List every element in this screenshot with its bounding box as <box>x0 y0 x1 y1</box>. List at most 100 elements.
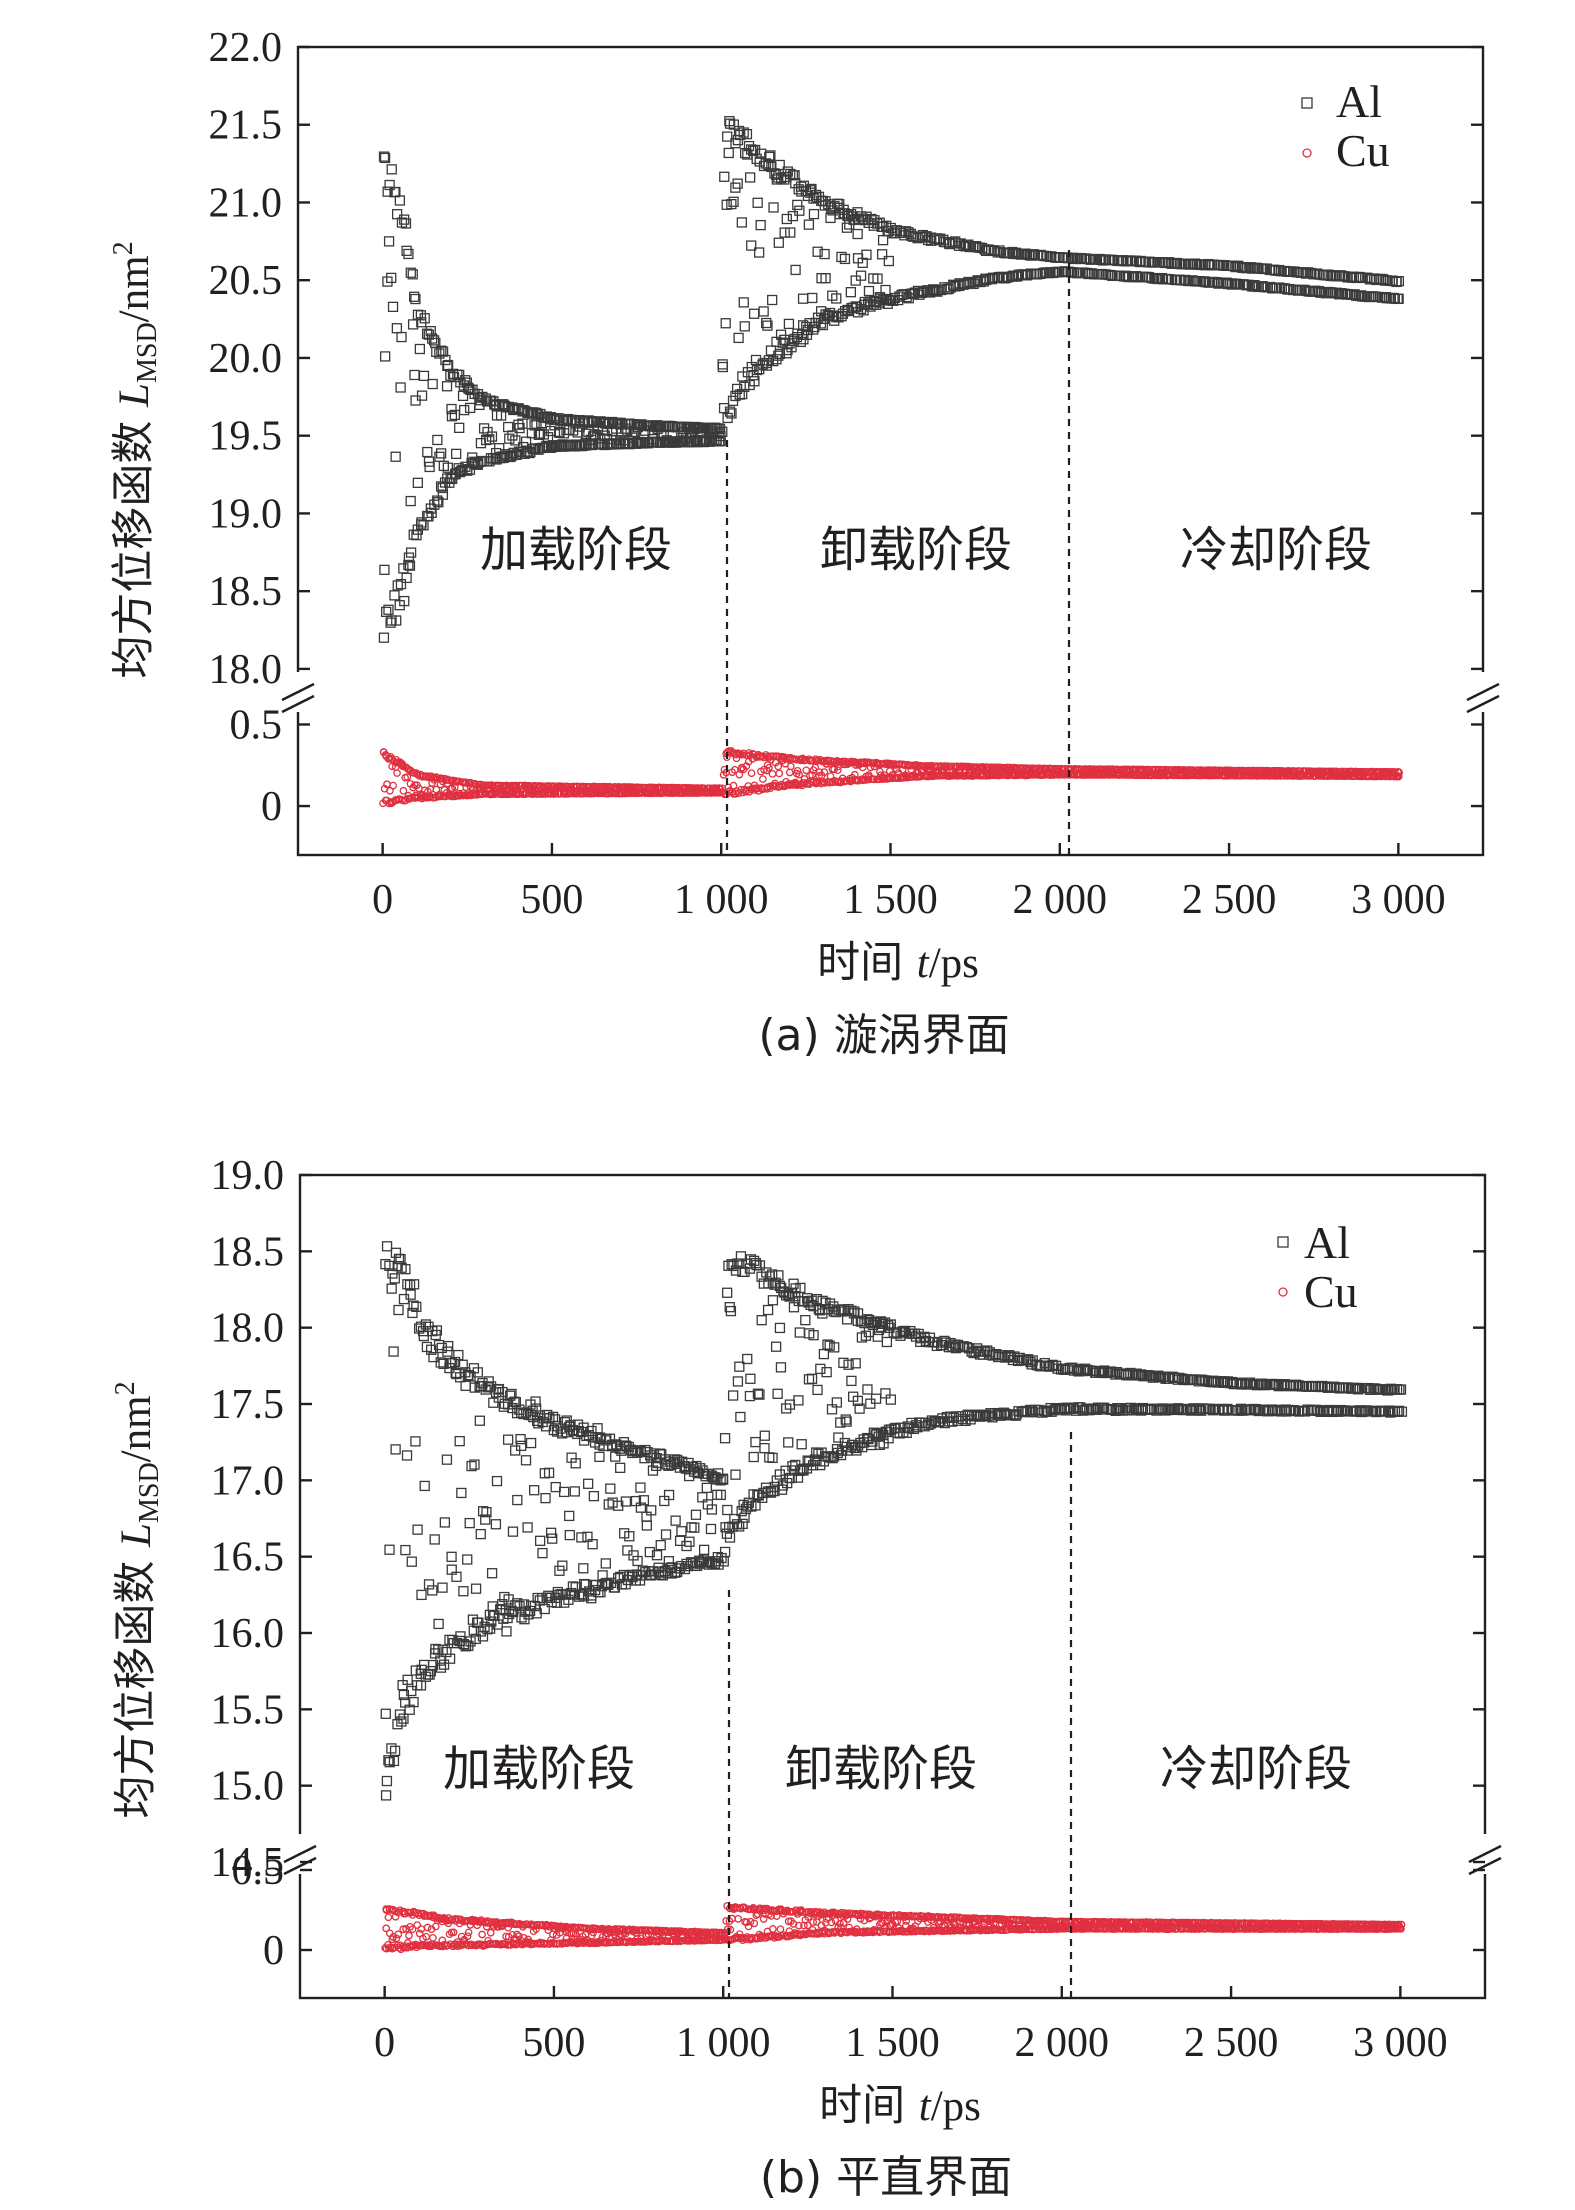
al-point <box>475 1528 486 1540</box>
al-point <box>883 255 894 267</box>
al-point <box>442 360 453 372</box>
al-point <box>719 1433 731 1444</box>
al-point <box>415 310 427 321</box>
al-point <box>464 402 476 414</box>
al-point <box>455 466 466 478</box>
al-point <box>655 1539 666 1551</box>
al-point <box>807 292 818 304</box>
al-point <box>1171 257 1183 269</box>
al-point <box>520 436 532 447</box>
al-point <box>808 324 819 335</box>
al-point <box>389 590 400 601</box>
al-point <box>564 1510 575 1522</box>
al-point <box>773 350 784 361</box>
al-point <box>491 1475 503 1487</box>
al-point <box>756 1315 767 1326</box>
al-point <box>652 423 663 435</box>
al-point <box>446 403 457 415</box>
al-point <box>381 1241 393 1252</box>
al-point <box>429 1534 440 1545</box>
al-point <box>759 1442 770 1454</box>
al-point <box>380 1790 392 1801</box>
al-point <box>1391 276 1402 288</box>
al-point <box>803 219 815 230</box>
al-point <box>382 186 393 197</box>
al-point <box>600 1558 611 1569</box>
al-point <box>454 369 465 381</box>
al-point <box>770 1341 782 1352</box>
al-point <box>550 1481 561 1493</box>
panel-a-plot-frame <box>296 45 1485 857</box>
al-point <box>383 604 394 615</box>
panel-b-cu-points <box>381 1902 1406 1954</box>
al-point <box>741 128 753 140</box>
al-point <box>882 298 893 309</box>
al-point <box>416 517 427 528</box>
al-point <box>1393 293 1404 305</box>
al-point <box>773 237 784 248</box>
al-point <box>437 1582 448 1593</box>
al-point <box>748 1451 759 1463</box>
al-point <box>781 213 792 225</box>
cu-point <box>765 763 773 772</box>
al-point <box>410 293 421 305</box>
al-point <box>724 118 736 129</box>
al-point <box>401 1450 413 1461</box>
y-tick-label: 21.0 <box>209 180 283 226</box>
al-point <box>794 1327 805 1338</box>
cu-point <box>759 775 767 783</box>
cu-point <box>747 769 756 778</box>
al-point <box>378 151 390 162</box>
al-point <box>393 1304 404 1316</box>
al-point <box>403 559 414 571</box>
cu-point <box>815 771 823 780</box>
al-point <box>660 1529 672 1540</box>
al-point <box>441 1454 453 1465</box>
cu-point <box>796 756 805 765</box>
al-point <box>399 214 410 225</box>
al-point <box>423 511 434 522</box>
cu-point <box>768 770 777 778</box>
al-point <box>717 426 728 437</box>
cu-point <box>561 790 570 798</box>
al-point <box>448 371 460 383</box>
al-point <box>446 411 458 422</box>
al-point <box>426 507 437 519</box>
cu-point <box>436 792 445 801</box>
al-point <box>437 489 449 500</box>
al-point <box>433 1618 444 1630</box>
al-point <box>772 1388 783 1399</box>
cu-point <box>802 766 811 775</box>
al-point <box>881 1336 893 1348</box>
al-point <box>730 1469 741 1480</box>
al-point <box>1187 275 1198 286</box>
al-point <box>723 147 734 159</box>
al-point <box>717 361 729 373</box>
al-point <box>502 1434 514 1445</box>
al-point <box>641 1520 652 1531</box>
al-point <box>474 392 485 403</box>
al-point <box>764 151 775 163</box>
al-point <box>761 317 772 329</box>
al-point <box>529 1485 540 1496</box>
al-point <box>781 1403 792 1414</box>
al-point <box>1306 267 1317 279</box>
al-point <box>948 280 959 291</box>
al-point <box>762 1304 774 1316</box>
al-point <box>405 547 417 558</box>
al-point <box>592 1423 603 1434</box>
cu-point <box>780 782 789 791</box>
al-point <box>578 1563 589 1574</box>
al-point <box>385 617 396 628</box>
al-point <box>877 234 889 246</box>
al-point <box>569 1486 580 1497</box>
al-point <box>929 284 940 296</box>
al-point <box>394 195 406 206</box>
cu-point <box>429 1933 437 1942</box>
al-point <box>507 1526 519 1537</box>
al-point <box>745 1373 756 1384</box>
al-point <box>484 456 495 467</box>
al-point <box>428 335 440 346</box>
al-point <box>735 129 746 141</box>
